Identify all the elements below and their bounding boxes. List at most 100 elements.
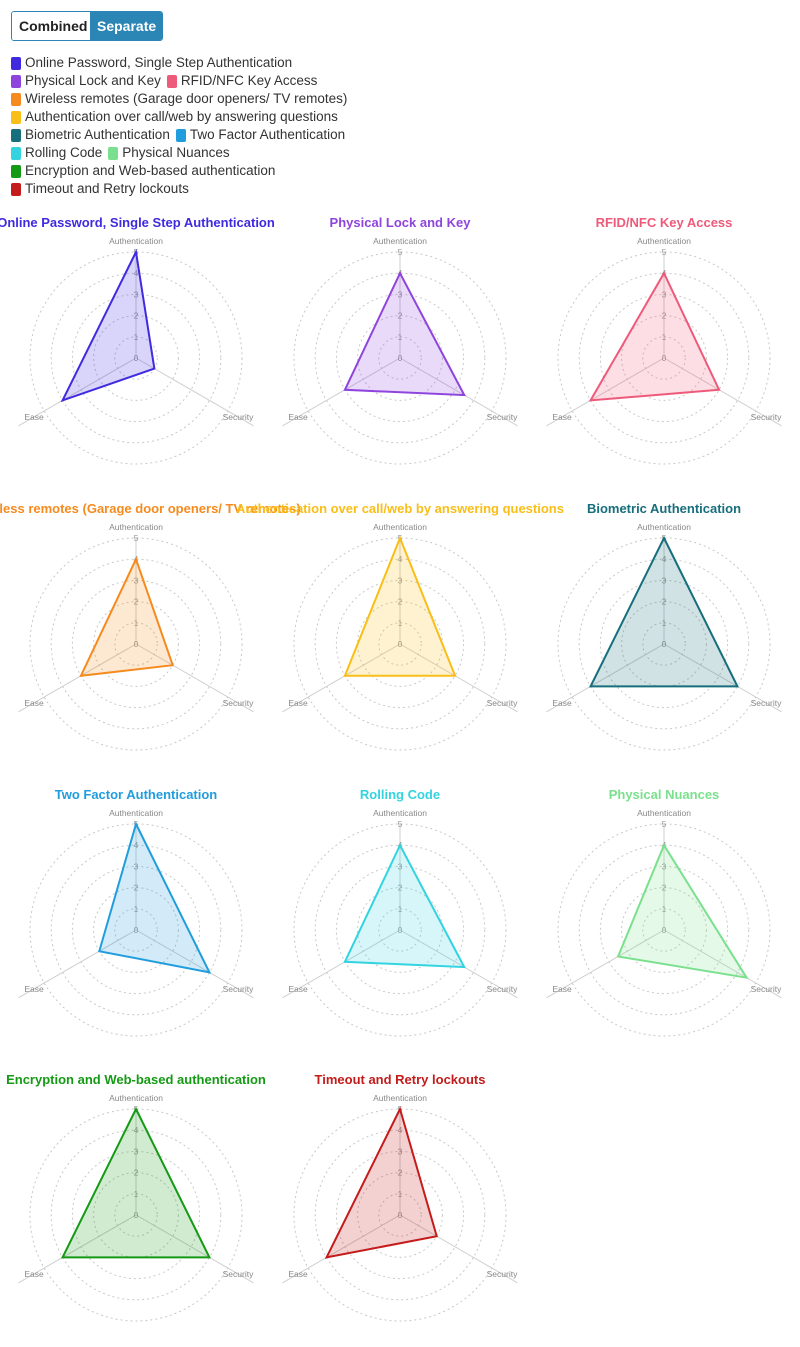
legend-row: Wireless remotes (Garage door openers/ T… — [11, 90, 391, 108]
tick-label: 2 — [662, 883, 667, 893]
legend-item[interactable]: Physical Lock and Key — [11, 72, 161, 90]
tick-label: 2 — [398, 883, 403, 893]
tick-label: 1 — [134, 904, 139, 914]
axis-line — [663, 357, 782, 427]
legend-item[interactable]: Encryption and Web-based authentication — [11, 162, 275, 180]
tick-label: 1 — [398, 332, 403, 342]
tick-label: 3 — [134, 861, 139, 871]
legend-swatch — [11, 164, 21, 178]
legend-item[interactable]: Biometric Authentication — [11, 126, 170, 144]
data-polygon[interactable] — [98, 821, 212, 974]
legend-swatch — [11, 110, 21, 124]
grid-circle — [378, 336, 422, 380]
legend-row: Authentication over call/web by answerin… — [11, 108, 391, 126]
tick-label: 1 — [398, 1189, 403, 1199]
legend-item[interactable]: Physical Nuances — [108, 144, 230, 162]
axis-label: Authentication — [109, 808, 163, 818]
axis-line — [18, 643, 137, 713]
axis-label: Ease — [24, 698, 44, 708]
tick-label: 3 — [662, 289, 667, 299]
grid-circle — [29, 1108, 243, 1322]
grid-circle — [557, 251, 771, 465]
axis-label: Ease — [288, 698, 308, 708]
legend-item[interactable]: RFID/NFC Key Access — [166, 72, 317, 90]
data-polygon[interactable] — [60, 1106, 212, 1259]
grid-circle — [642, 908, 686, 952]
legend-item[interactable]: Timeout and Retry lockouts — [11, 180, 189, 198]
data-polygon[interactable] — [343, 842, 466, 969]
axis-label: Security — [751, 984, 782, 994]
legend-item[interactable]: Authentication over call/web by answerin… — [11, 108, 338, 126]
axis-line — [282, 1214, 401, 1284]
tick-label: 5 — [662, 819, 667, 829]
tick-label: 3 — [134, 1146, 139, 1156]
tick-label: 3 — [662, 861, 667, 871]
tick-label: 5 — [398, 247, 403, 257]
tick-label: 2 — [662, 311, 667, 321]
tick-label: 4 — [134, 268, 139, 278]
tick-label: 4 — [662, 554, 667, 564]
legend-swatch — [11, 74, 21, 88]
tick-label: 0 — [398, 1210, 403, 1220]
grid-circle — [114, 336, 158, 380]
legend-label: Encryption and Web-based authentication — [25, 163, 276, 178]
legend-item[interactable]: Rolling Code — [11, 144, 102, 162]
grid-circle — [114, 1193, 158, 1237]
legend-swatch — [11, 56, 21, 70]
grid-circle — [357, 887, 443, 973]
separate-button[interactable]: Separate — [90, 12, 162, 40]
tick-label: 1 — [134, 332, 139, 342]
data-polygon[interactable] — [616, 843, 749, 980]
radar-chart: Encryption and Web-based authentication 0… — [6, 1072, 266, 1322]
legend-row: Timeout and Retry lockouts — [11, 180, 391, 198]
axis-line — [282, 357, 401, 427]
tick-label: 3 — [398, 861, 403, 871]
data-polygon[interactable] — [324, 1106, 438, 1259]
data-polygon[interactable] — [343, 535, 457, 677]
tick-label: 3 — [398, 289, 403, 299]
tick-label: 0 — [134, 639, 139, 649]
axis-label: Security — [751, 412, 782, 422]
grid-circle — [29, 251, 243, 465]
legend-item[interactable]: Online Password, Single Step Authenticat… — [11, 54, 292, 72]
chart-title: Physical Nuances — [609, 787, 720, 802]
axis-label: Ease — [552, 698, 572, 708]
legend-label: Two Factor Authentication — [189, 127, 346, 142]
tick-label: 0 — [134, 925, 139, 935]
tick-label: 2 — [662, 597, 667, 607]
data-polygon[interactable] — [343, 270, 466, 397]
radar-chart: Biometric Authentication012345Authentica… — [546, 501, 782, 751]
axis-line — [135, 929, 254, 999]
axis-label: Authentication — [637, 522, 691, 532]
grid-circle — [314, 272, 486, 444]
chart-title: Two Factor Authentication — [55, 787, 218, 802]
axis-label: Ease — [288, 984, 308, 994]
axis-label: Authentication — [373, 236, 427, 246]
tick-label: 5 — [662, 247, 667, 257]
data-polygon[interactable] — [60, 248, 156, 403]
tick-label: 4 — [398, 554, 403, 564]
tick-label: 3 — [134, 289, 139, 299]
data-polygon[interactable] — [588, 271, 721, 402]
legend-label: Physical Lock and Key — [25, 73, 161, 88]
axis-label: Security — [487, 1269, 518, 1279]
chart-title: Authentication over call/web by answerin… — [236, 501, 564, 516]
legend-item[interactable]: Wireless remotes (Garage door openers/ T… — [11, 90, 347, 108]
axis-label: Ease — [24, 412, 44, 422]
legend-label: Wireless remotes (Garage door openers/ T… — [25, 91, 348, 106]
legend-label: Authentication over call/web by answerin… — [25, 109, 338, 124]
axis-label: Ease — [288, 1269, 308, 1279]
axis-label: Security — [223, 984, 254, 994]
legend-swatch — [11, 146, 21, 160]
combined-button[interactable]: Combined — [12, 12, 90, 40]
grid-circle — [335, 293, 465, 423]
tick-label: 3 — [662, 575, 667, 585]
axis-label: Security — [487, 698, 518, 708]
legend-item[interactable]: Two Factor Authentication — [175, 126, 346, 144]
data-polygon[interactable] — [588, 535, 740, 688]
grid-circle — [29, 537, 243, 751]
grid-circle — [335, 865, 465, 995]
data-polygon[interactable] — [79, 556, 175, 677]
axis-label: Security — [487, 412, 518, 422]
legend-swatch — [11, 92, 21, 106]
